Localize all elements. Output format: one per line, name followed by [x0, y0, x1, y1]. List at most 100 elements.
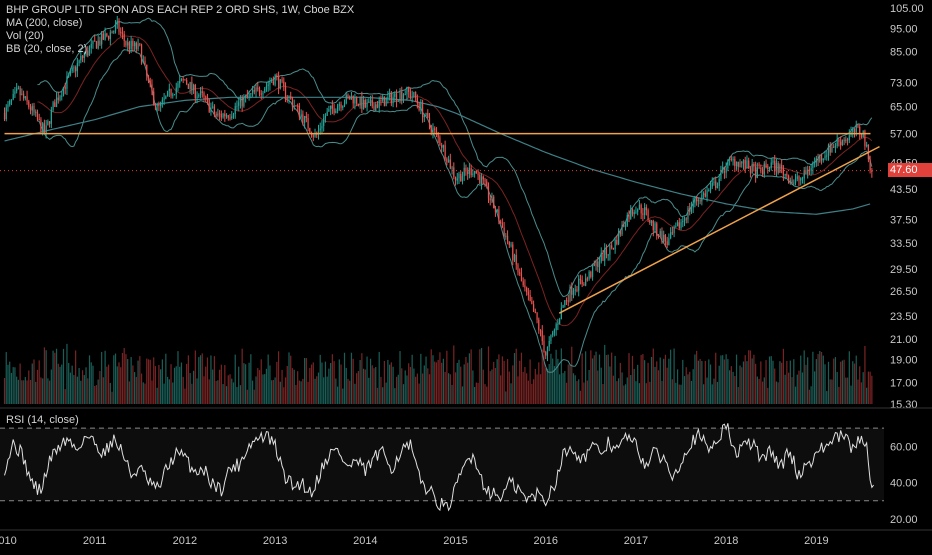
volume-bar [16, 376, 18, 404]
candle-body [128, 42, 131, 50]
volume-bar [697, 360, 699, 404]
candle-body [794, 178, 797, 183]
volume-bar [302, 378, 304, 404]
candle-body [834, 146, 837, 148]
candle-body [671, 232, 673, 234]
candle-body [293, 105, 295, 107]
candle-body [309, 128, 311, 133]
candle-body [644, 207, 646, 215]
volume-bar [239, 385, 242, 404]
volume-bar [385, 382, 387, 404]
y-tick-label: 95.00 [890, 24, 918, 36]
volume-bar [503, 360, 505, 404]
volume-bar [748, 350, 750, 404]
volume-bar [369, 358, 372, 404]
volume-bar [720, 355, 722, 404]
volume-bar [793, 359, 795, 404]
candle-body [116, 20, 118, 25]
candle-body [78, 60, 80, 64]
candle-body [702, 193, 705, 195]
candle-body [331, 105, 333, 109]
candle-body [55, 97, 58, 108]
volume-bar [38, 360, 40, 404]
candle-body [503, 227, 505, 237]
candle-body [532, 304, 535, 312]
candle-body [85, 50, 87, 55]
candle-body [220, 114, 222, 118]
volume-bar [564, 371, 566, 404]
volume-bar [336, 386, 339, 404]
volume-bar [638, 383, 641, 404]
volume-bar [692, 369, 694, 404]
ma-200-line [4, 96, 871, 215]
volume-bar [812, 351, 814, 404]
trendline [558, 145, 880, 314]
volume-bar [628, 353, 630, 404]
candle-body [170, 88, 172, 96]
candle-body [536, 312, 538, 320]
candle-body [624, 225, 627, 227]
candle-body [88, 47, 91, 56]
volume-bar [807, 357, 809, 404]
volume-bar [649, 381, 651, 404]
candle-body [371, 99, 373, 107]
candle-body [177, 83, 179, 88]
candle-body [498, 209, 500, 222]
candle-body [290, 96, 292, 99]
candle-body [817, 158, 819, 162]
volume-bar [741, 367, 743, 404]
volume-bar [231, 378, 233, 404]
candle-body [243, 97, 245, 107]
volume-bar [238, 366, 240, 404]
candle-body [300, 114, 302, 118]
volume-bar [682, 359, 684, 404]
candle-body [718, 178, 720, 186]
volume-bar [19, 363, 21, 404]
volume-bar [290, 355, 292, 404]
candle-body [416, 98, 418, 104]
volume-bar [696, 350, 698, 404]
candle-body [283, 81, 285, 86]
volume-bar [734, 375, 736, 404]
candle-body [411, 96, 413, 98]
volume-bar [331, 354, 333, 404]
volume-bar [21, 380, 23, 404]
candle-body [820, 154, 823, 161]
candle-body [836, 139, 838, 147]
volume-bar [395, 376, 398, 404]
candle-body [491, 196, 493, 201]
candle-body [496, 209, 498, 212]
candle-body [680, 222, 682, 229]
candle-body [689, 208, 691, 212]
volume-bar [487, 346, 490, 404]
volume-bar [118, 362, 120, 404]
candle-body [614, 239, 616, 250]
volume-bar [66, 343, 68, 404]
candle-body [642, 213, 644, 215]
volume-bar [676, 369, 679, 404]
volume-bar [35, 381, 37, 404]
volume-bar [801, 372, 804, 404]
candle-body [356, 97, 358, 104]
candle-body [442, 145, 444, 148]
candle-body [265, 86, 268, 89]
volume-bar [772, 360, 774, 404]
volume-bar [168, 379, 170, 404]
candle-body [225, 115, 228, 117]
candle-body [581, 279, 583, 285]
volume-bar [59, 366, 61, 404]
volume-bar [848, 351, 850, 404]
candle-body [69, 70, 72, 76]
candle-body [395, 93, 398, 102]
candle-body [611, 245, 613, 248]
candle-body [477, 173, 479, 175]
volume-bar [87, 378, 89, 404]
candle-body [73, 67, 75, 69]
candle-body [111, 32, 113, 34]
volume-bar [619, 362, 621, 404]
volume-bar [401, 368, 403, 404]
volume-bar [160, 369, 162, 404]
volume-bar [196, 378, 198, 404]
candle-body [187, 83, 189, 90]
volume-bar [321, 362, 323, 404]
